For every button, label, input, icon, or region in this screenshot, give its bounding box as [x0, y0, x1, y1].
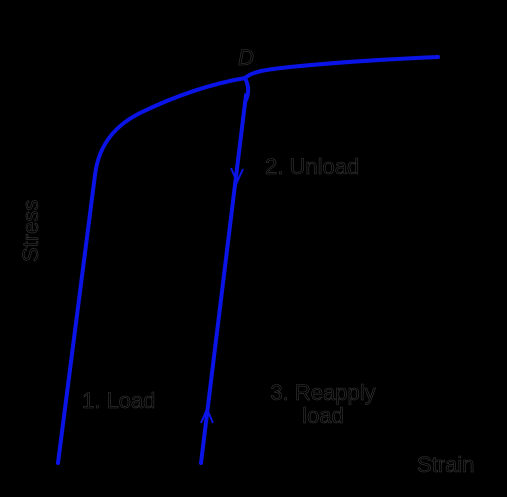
- reapply-label: load: [302, 403, 344, 428]
- load-label: 1. Load: [82, 388, 155, 413]
- x-axis-label: Strain: [417, 452, 474, 477]
- unload-arrow: [230, 167, 244, 185]
- y-axis-label: Stress: [18, 200, 43, 262]
- reapply-label: 3. Reapply: [270, 380, 375, 405]
- unload-reload-line: [199, 93, 248, 465]
- unload-label: 2. Unload: [265, 154, 359, 179]
- point-label: D: [238, 45, 254, 70]
- hardening-curve: [243, 55, 440, 80]
- reload-arrow: [200, 406, 214, 424]
- load-curve: [56, 76, 251, 465]
